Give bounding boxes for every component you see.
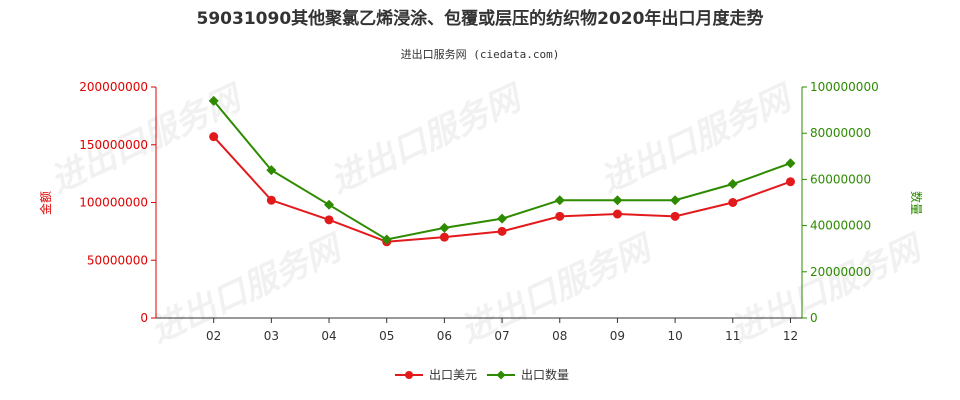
x-tick-label: 06: [437, 329, 452, 343]
x-tick-label: 12: [783, 329, 798, 343]
x-tick-label: 02: [206, 329, 221, 343]
data-point: [266, 195, 276, 205]
legend-marker: [496, 370, 506, 380]
y-left-tick-label: 50000000: [87, 253, 148, 267]
data-point: [324, 215, 334, 225]
series-lines: [208, 95, 796, 247]
chart-title: 59031090其他聚氯乙烯浸涂、包覆或层压的纺织物2020年出口月度走势: [197, 8, 764, 29]
data-point: [209, 132, 219, 142]
y-left-tick-label: 200000000: [79, 80, 148, 94]
y-left-tick-label: 100000000: [79, 196, 148, 210]
chart-subtitle: 进出口服务网 (ciedata.com): [401, 47, 560, 61]
data-point: [497, 213, 508, 224]
x-tick-label: 07: [494, 329, 509, 343]
data-point: [670, 195, 681, 206]
data-point: [381, 234, 392, 245]
data-point: [612, 195, 623, 206]
y-right-tick-label: 80000000: [810, 126, 871, 140]
watermark-text: 进出口服务网: [724, 227, 930, 352]
y-right-axis-label: 数量: [909, 191, 924, 215]
data-point: [208, 95, 219, 106]
y-right-tick-label: 20000000: [810, 265, 871, 279]
data-point: [670, 211, 680, 221]
data-point: [497, 226, 507, 236]
legend[interactable]: 出口美元 出口数量: [395, 367, 569, 382]
x-tick-label: 03: [264, 329, 279, 343]
data-point: [439, 232, 449, 242]
x-tick-label: 11: [725, 329, 740, 343]
x-tick-label: 09: [610, 329, 625, 343]
legend-marker: [405, 371, 413, 379]
data-point: [785, 158, 796, 169]
y-right-tick-label: 100000000: [810, 80, 879, 94]
y-left-axis-label: 金额: [38, 191, 53, 215]
x-tick-label: 04: [321, 329, 336, 343]
x-tick-label: 08: [552, 329, 567, 343]
data-point: [324, 199, 335, 210]
y-left-tick-label: 0: [140, 311, 148, 325]
y-right-tick-label: 40000000: [810, 219, 871, 233]
data-point: [266, 165, 277, 176]
axes: 0500000001000000001500000002000000000200…: [79, 80, 878, 343]
watermark-text: 进出口服务网: [144, 227, 350, 352]
y-right-tick-label: 0: [810, 311, 818, 325]
y-right-tick-label: 60000000: [810, 172, 871, 186]
data-point: [612, 209, 622, 219]
data-point: [554, 195, 565, 206]
watermark-text: 进出口服务网: [594, 77, 800, 202]
data-point: [728, 198, 738, 207]
data-point: [555, 211, 565, 221]
x-tick-label: 10: [667, 329, 682, 343]
legend-label: 出口数量: [521, 367, 569, 382]
legend-label: 出口美元: [429, 368, 477, 382]
y-left-tick-label: 150000000: [79, 138, 148, 152]
x-tick-label: 05: [379, 329, 394, 343]
watermark-text: 进出口服务网: [324, 77, 530, 202]
data-point: [785, 177, 795, 187]
data-point: [439, 222, 450, 233]
data-point: [727, 179, 738, 190]
